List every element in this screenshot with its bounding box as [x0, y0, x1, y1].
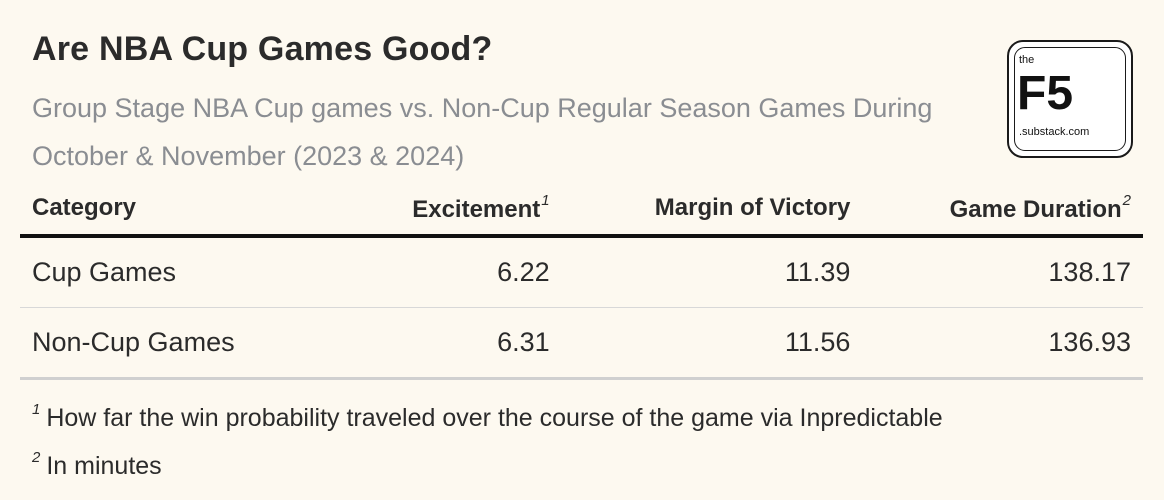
header-excitement-label: Excitement: [412, 196, 541, 223]
footnote-2-text: In minutes: [46, 452, 162, 480]
footnote-1: 1 How far the win probability traveled ov…: [32, 386, 943, 434]
stats-table: Category Excitement1 Margin of Victory G…: [20, 182, 1143, 380]
logo-the-text: the: [1019, 54, 1035, 66]
footnote-2-mark: 2: [32, 449, 41, 466]
table-row: Non-Cup Games 6.31 11.56 136.93: [20, 307, 1143, 380]
logo-f5-text: F5: [1017, 67, 1074, 120]
cell-duration: 136.93: [862, 307, 1143, 380]
cell-category: Cup Games: [20, 236, 355, 308]
header-duration-label: Game Duration: [949, 196, 1122, 223]
header-row: Category Excitement1 Margin of Victory G…: [20, 182, 1143, 238]
cell-excitement: 6.22: [354, 236, 562, 308]
footnotes: 1 How far the win probability traveled ov…: [32, 386, 943, 482]
header-margin-label: Margin of Victory: [654, 194, 851, 221]
cell-margin: 11.39: [561, 236, 863, 308]
footnote-1-text: How far the win probability traveled ove…: [46, 404, 943, 432]
footnote-marker-1: 1: [541, 192, 550, 209]
header-category: Category: [20, 182, 355, 238]
logo-domain-text: .substack.com: [1019, 126, 1090, 138]
cell-duration: 138.17: [862, 236, 1143, 308]
cell-category: Non-Cup Games: [20, 307, 355, 380]
logo-inner-border: [1014, 47, 1126, 151]
chart-subtitle: Group Stage NBA Cup games vs. Non-Cup Re…: [32, 93, 933, 171]
footnote-1-mark: 1: [32, 401, 41, 418]
cell-margin: 11.56: [561, 307, 863, 380]
header-duration: Game Duration2: [862, 182, 1143, 238]
cell-excitement: 6.31: [354, 307, 562, 380]
header-excitement: Excitement1: [354, 182, 562, 238]
header-category-label: Category: [32, 194, 137, 221]
footnote-2: 2 In minutes: [32, 434, 943, 482]
header-margin: Margin of Victory: [561, 182, 863, 238]
f5-logo: the F5 .substack.com: [1007, 40, 1133, 158]
chart-title: Are NBA Cup Games Good?: [32, 30, 493, 68]
footnote-marker-2: 2: [1122, 192, 1131, 209]
table-row: Cup Games 6.22 11.39 138.17: [20, 236, 1143, 308]
